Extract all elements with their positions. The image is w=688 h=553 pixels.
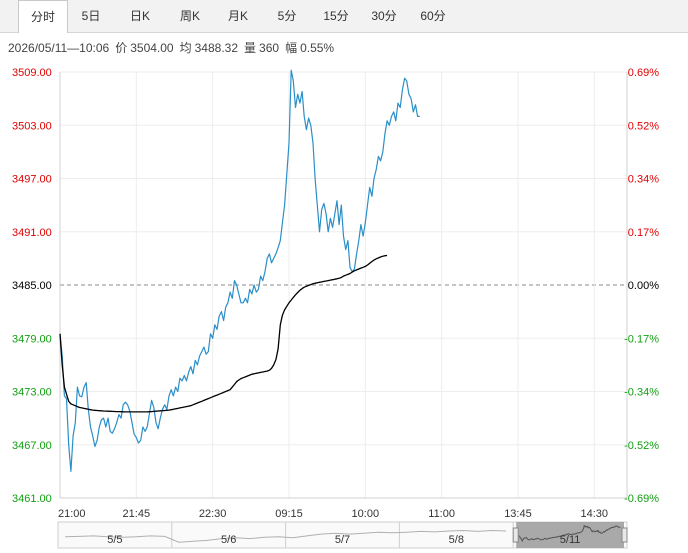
y-tick-label-left: 3461.00 — [12, 493, 52, 505]
x-tick-label: 09:15 — [275, 508, 303, 520]
x-tick-label: 21:00 — [58, 508, 86, 520]
y-tick-label-left: 3491.00 — [12, 227, 52, 239]
period-tab-bar: 分时 5日 日K 周K 月K 5分 15分 30分 60分 — [0, 0, 688, 33]
y-tick-label-right: 0.69% — [628, 67, 659, 79]
y-tick-label-left: 3509.00 — [12, 67, 52, 79]
navigator-date-label: 5/6 — [221, 534, 236, 546]
x-tick-label: 10:00 — [352, 508, 380, 520]
price-label: 价 — [115, 41, 128, 55]
tab-60min[interactable]: 60分 — [420, 9, 446, 23]
y-tick-label-right: -0.52% — [624, 440, 659, 452]
y-tick-label-left: 3473.00 — [12, 387, 52, 399]
y-tick-label-right: -0.69% — [624, 493, 659, 505]
price-value: 3504.00 — [130, 41, 174, 55]
avg-value: 3488.32 — [194, 41, 239, 55]
average-price-line — [59, 254, 388, 413]
tab-weekly-k[interactable]: 周K — [179, 9, 200, 23]
y-tick-label-right: -0.34% — [624, 387, 659, 399]
y-tick-label-right: 0.52% — [628, 120, 659, 132]
x-tick-label: 13:45 — [504, 508, 532, 520]
tab-30min[interactable]: 30分 — [371, 9, 397, 23]
tab-daily-k[interactable]: 日K — [129, 9, 150, 23]
navigator-overview-line — [65, 529, 507, 543]
navigator-selected-line — [518, 524, 621, 543]
navigator-date-label: 5/8 — [449, 534, 464, 546]
tab-5min[interactable]: 5分 — [277, 9, 297, 23]
x-tick-label: 22:30 — [199, 508, 227, 520]
avg-label: 均 — [179, 41, 192, 55]
y-tick-label-left: 3497.00 — [12, 174, 52, 186]
navigator-left-handle[interactable] — [512, 527, 519, 543]
navigator-date-label: 5/5 — [107, 534, 122, 546]
price-line — [59, 69, 420, 472]
quote-datetime: 2026/05/11—10:06 — [8, 41, 110, 55]
y-tick-label-right: 0.17% — [628, 227, 659, 239]
y-tick-label-left: 3467.00 — [12, 440, 52, 452]
quote-info-line: 2026/05/11—10:06 价 3504.00 均 3488.32 量 360 幅 0.5… — [8, 39, 340, 56]
y-tick-label-right: 0.00% — [628, 280, 659, 292]
tab-intraday[interactable]: 分时 — [18, 0, 68, 33]
navigator-date-label: 5/7 — [335, 534, 350, 546]
tab-monthly-k[interactable]: 月K — [227, 9, 248, 23]
tab-5day[interactable]: 5日 — [81, 9, 101, 23]
y-tick-label-left: 3479.00 — [12, 333, 52, 345]
navigator-date-label: 5/11 — [560, 534, 581, 546]
range-value: 0.55% — [300, 41, 335, 55]
y-tick-label-left: 3503.00 — [12, 120, 52, 132]
y-tick-label-right: 0.34% — [628, 174, 659, 186]
tab-15min[interactable]: 15分 — [323, 9, 349, 23]
range-label: 幅 — [285, 41, 298, 55]
volume-value: 360 — [259, 41, 280, 55]
x-tick-label: 14:30 — [581, 508, 609, 520]
volume-label: 量 — [244, 41, 257, 55]
x-tick-label: 21:45 — [123, 508, 151, 520]
x-tick-label: 11:00 — [428, 508, 455, 520]
y-tick-label-left: 3485.00 — [12, 280, 52, 292]
navigator-right-handle[interactable] — [621, 527, 628, 543]
y-tick-label-right: -0.17% — [624, 333, 659, 345]
